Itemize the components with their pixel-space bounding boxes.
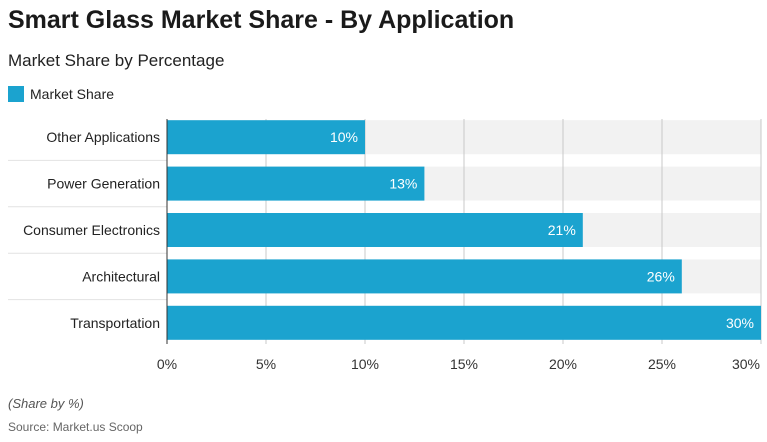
data-label: 21% <box>548 222 576 238</box>
legend-swatch <box>8 86 24 102</box>
category-label: Power Generation <box>47 176 160 192</box>
category-label: Architectural <box>82 268 160 284</box>
data-label: 26% <box>647 268 675 284</box>
legend-label: Market Share <box>30 86 115 102</box>
x-tick-label: 25% <box>648 356 676 372</box>
category-label: Consumer Electronics <box>23 222 160 238</box>
bar <box>167 166 425 201</box>
data-label: 30% <box>726 315 754 331</box>
data-label: 10% <box>330 129 358 145</box>
bar <box>167 120 365 155</box>
x-tick-label: 0% <box>157 356 177 372</box>
legend: Market Share <box>8 86 114 102</box>
x-tick-label: 15% <box>450 356 478 372</box>
chart-subtitle: Market Share by Percentage <box>8 51 225 70</box>
chart-title: Smart Glass Market Share - By Applicatio… <box>8 6 515 34</box>
category-label: Other Applications <box>46 129 160 145</box>
x-tick-label: 20% <box>549 356 577 372</box>
bar <box>167 259 682 294</box>
category-label: Transportation <box>70 315 160 331</box>
bar <box>167 213 583 247</box>
data-label: 13% <box>389 176 417 192</box>
source-text: Source: Market.us Scoop <box>8 420 143 434</box>
x-tick-label: 5% <box>256 356 276 372</box>
footnote: (Share by %) <box>8 396 84 411</box>
x-tick-label: 30% <box>732 356 760 372</box>
x-tick-label: 10% <box>351 356 379 372</box>
bar <box>167 305 761 340</box>
